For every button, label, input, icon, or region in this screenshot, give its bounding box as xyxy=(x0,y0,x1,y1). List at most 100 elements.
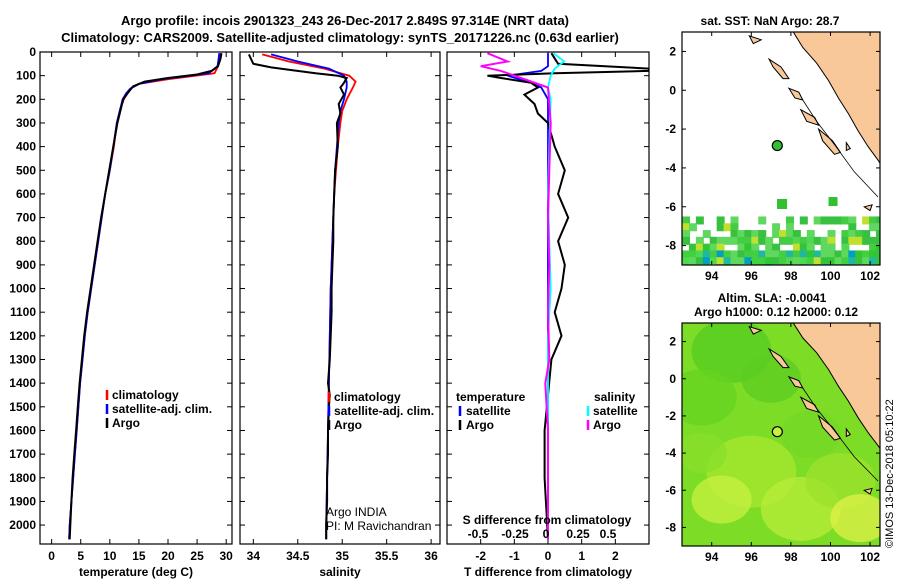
sst-cell xyxy=(799,257,808,265)
land-sumatra xyxy=(792,323,880,450)
annotation-argo-india: Argo INDIA xyxy=(326,505,387,519)
sst-cell xyxy=(723,223,732,232)
sst-cell xyxy=(827,257,836,265)
sst-cell xyxy=(792,236,801,245)
sst-cell xyxy=(813,216,822,225)
land-island xyxy=(845,141,852,152)
sst-cell xyxy=(841,250,850,259)
difference-panel: -2 -1 0 1 2 T difference from climatology S di… xyxy=(446,51,650,579)
sst-cell xyxy=(820,250,829,259)
sst-cell xyxy=(841,243,850,252)
x-tick-label: 30 xyxy=(220,549,234,563)
y-tick-label: 500 xyxy=(16,163,36,177)
sst-cell xyxy=(799,236,808,245)
sst-cell xyxy=(779,230,788,239)
legend-header-salinity: salinity xyxy=(594,390,636,404)
x-tick-label: 36 xyxy=(424,549,438,563)
legend-label: satellite-adj. clim. xyxy=(112,402,212,416)
sst-cell xyxy=(827,236,836,245)
x-tick-label: 15 xyxy=(132,549,146,563)
sst-cell xyxy=(723,236,732,245)
y-tick-label: -8 xyxy=(665,239,676,253)
x-axis-label: salinity xyxy=(319,565,361,579)
title-line-2: Climatology: CARS2009. Satellite-adjuste… xyxy=(61,30,619,45)
sst-cell xyxy=(744,230,753,239)
land-island xyxy=(767,347,790,369)
sst-cell xyxy=(716,250,725,259)
map-frame xyxy=(681,31,881,266)
sst-cell xyxy=(765,257,774,265)
sst-cell xyxy=(751,243,760,252)
sst-cell xyxy=(806,243,815,252)
sst-cell xyxy=(744,250,753,259)
sst-cell xyxy=(848,216,857,225)
legend-label: satellite xyxy=(593,404,638,418)
x-tick-label: 102 xyxy=(860,550,880,564)
sst-cell xyxy=(806,236,815,245)
secondary-tick-label: 0.25 xyxy=(566,527,590,541)
sst-cell xyxy=(709,250,718,259)
sst-cell xyxy=(841,257,850,265)
sst-cell xyxy=(751,230,760,239)
sst-cell xyxy=(785,236,794,245)
sst-cell xyxy=(702,250,711,259)
x-tick-label: 0 xyxy=(545,549,552,563)
salinity-panel: 34 34.5 35 35.5 36 salinity climatologysatelli… xyxy=(239,51,441,579)
y-tick-label: 1400 xyxy=(9,376,36,390)
sst-cell xyxy=(792,250,801,259)
sst-cell xyxy=(862,216,871,225)
series-group xyxy=(480,52,649,540)
sst-cell xyxy=(876,223,880,232)
contour-line xyxy=(802,387,879,482)
sst-cell xyxy=(785,257,794,265)
y-tick-label: 1100 xyxy=(10,305,36,319)
land-island xyxy=(748,325,763,335)
sst-cell xyxy=(869,257,878,265)
sst-cell xyxy=(702,230,711,239)
sst-cell xyxy=(779,257,788,265)
legend-label: Argo xyxy=(593,418,621,432)
y-tick-label: 400 xyxy=(16,140,36,154)
sst-cell xyxy=(876,236,880,245)
sla-map-title-2: Argo h1000: 0.12 h2000: 0.12 xyxy=(694,305,858,319)
x-axis-label: T difference from climatology xyxy=(464,565,632,579)
secondary-tick-label: -0.25 xyxy=(501,527,529,541)
annotation-pi: PI: M Ravichandran xyxy=(326,519,431,533)
x-axis-label: temperature (deg C) xyxy=(79,565,193,579)
x-tick-label: 102 xyxy=(860,269,880,283)
sst-cell xyxy=(876,257,880,265)
land-island xyxy=(862,204,873,212)
y-tick-label: 300 xyxy=(16,116,36,130)
sst-cell xyxy=(709,257,718,265)
sst-cell xyxy=(730,257,739,265)
x-tick-label: 100 xyxy=(820,550,840,564)
sla-blob xyxy=(682,369,737,426)
y-tick-label: -2 xyxy=(665,122,676,136)
sst-cell xyxy=(834,250,843,259)
sst-cell xyxy=(772,223,781,232)
contour-line xyxy=(802,99,879,198)
y-tick-label: -6 xyxy=(665,200,676,214)
sst-cell xyxy=(779,236,788,245)
sst-cell xyxy=(876,250,880,259)
sst-cell xyxy=(862,236,871,245)
temperature-panel: 0100200300400500600700800900100011001200… xyxy=(9,45,233,579)
sst-cell xyxy=(716,223,725,232)
sst-cell xyxy=(813,236,822,245)
sst-cell xyxy=(869,223,878,232)
sst-cell xyxy=(682,223,690,232)
sst-cell xyxy=(799,216,808,225)
sst-cell xyxy=(869,216,878,225)
x-tick-label: 96 xyxy=(745,269,759,283)
sst-cell xyxy=(716,216,725,225)
sst-cell xyxy=(876,243,880,252)
sst-cell xyxy=(758,236,767,245)
sst-cell xyxy=(785,216,794,225)
sst-cell xyxy=(682,250,690,259)
sst-cell xyxy=(737,250,746,259)
series-line-argo xyxy=(68,53,223,540)
sst-cell xyxy=(876,216,880,225)
sst-cell xyxy=(806,230,815,239)
land-island xyxy=(799,108,820,127)
sst-cell xyxy=(709,236,718,245)
